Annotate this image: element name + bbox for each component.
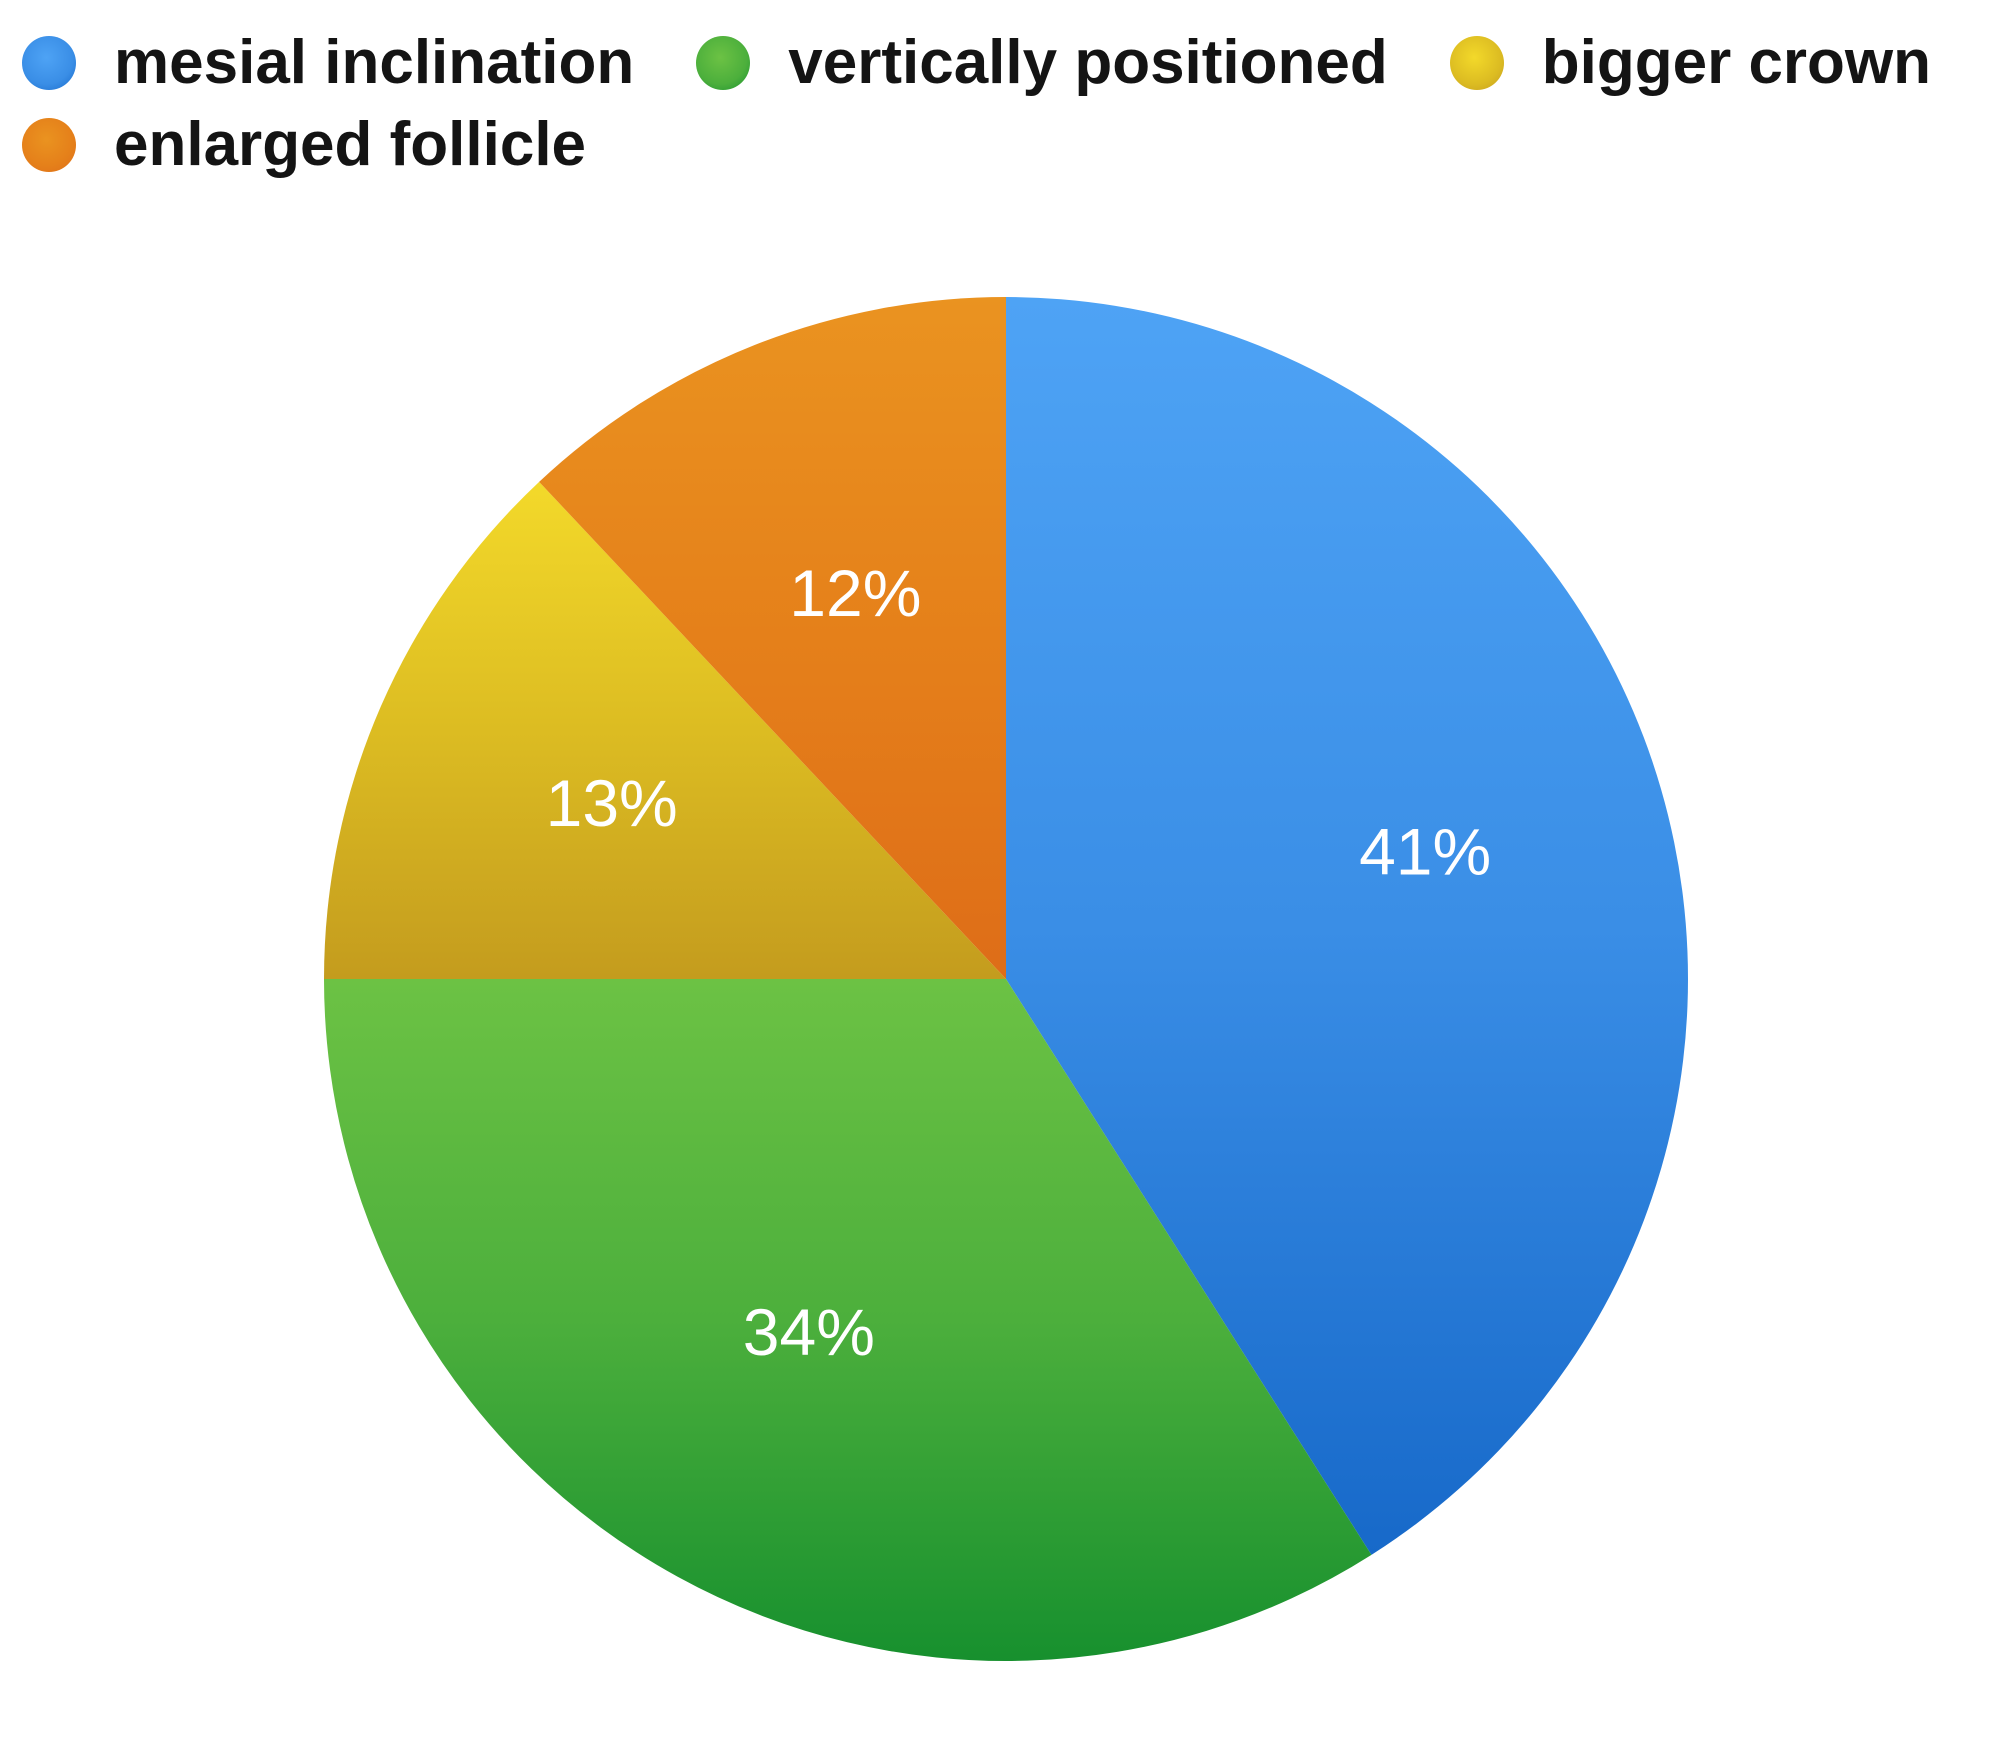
pie-slice-mesial-inclination <box>1006 297 1688 1555</box>
pie-slice-label-mesial-inclination: 41% <box>1359 815 1491 889</box>
legend-swatch-mesial-inclination <box>22 36 76 90</box>
legend-label-mesial-inclination: mesial inclination <box>114 28 635 97</box>
legend-label-enlarged-follicle: enlarged follicle <box>114 110 587 179</box>
legend-swatch-vertically-positioned <box>696 36 751 90</box>
legend-item-mesial-inclination: mesial inclination <box>22 32 634 94</box>
legend-item-enlarged-follicle: enlarged follicle <box>22 114 586 176</box>
pie-slice-label-bigger-crown: 13% <box>546 766 678 840</box>
pie-slice-bigger-crown <box>324 481 1006 979</box>
pie-slice-enlarged-follicle <box>539 297 1006 979</box>
pie-slices <box>324 297 1688 1662</box>
pie-slice-label-enlarged-follicle: 12% <box>789 556 921 630</box>
pie-slice-vertically-positioned <box>324 979 1372 1662</box>
legend-swatch-enlarged-follicle <box>22 118 76 172</box>
pie-slice-label-vertically-positioned: 34% <box>743 1295 875 1369</box>
chart-legend: mesial inclination vertically positioned… <box>22 22 1992 186</box>
legend-row-2: enlarged follicle <box>22 104 1992 186</box>
pie-labels: 41% 34% 13% 12% <box>546 556 1492 1369</box>
legend-row-1: mesial inclination vertically positioned… <box>22 22 1992 104</box>
legend-swatch-bigger-crown <box>1449 36 1504 90</box>
legend-item-bigger-crown: bigger crown <box>1449 28 1932 97</box>
legend-label-vertically-positioned: vertically positioned <box>788 28 1388 97</box>
legend-label-bigger-crown: bigger crown <box>1541 28 1932 97</box>
legend-item-vertically-positioned: vertically positioned <box>696 32 1388 94</box>
